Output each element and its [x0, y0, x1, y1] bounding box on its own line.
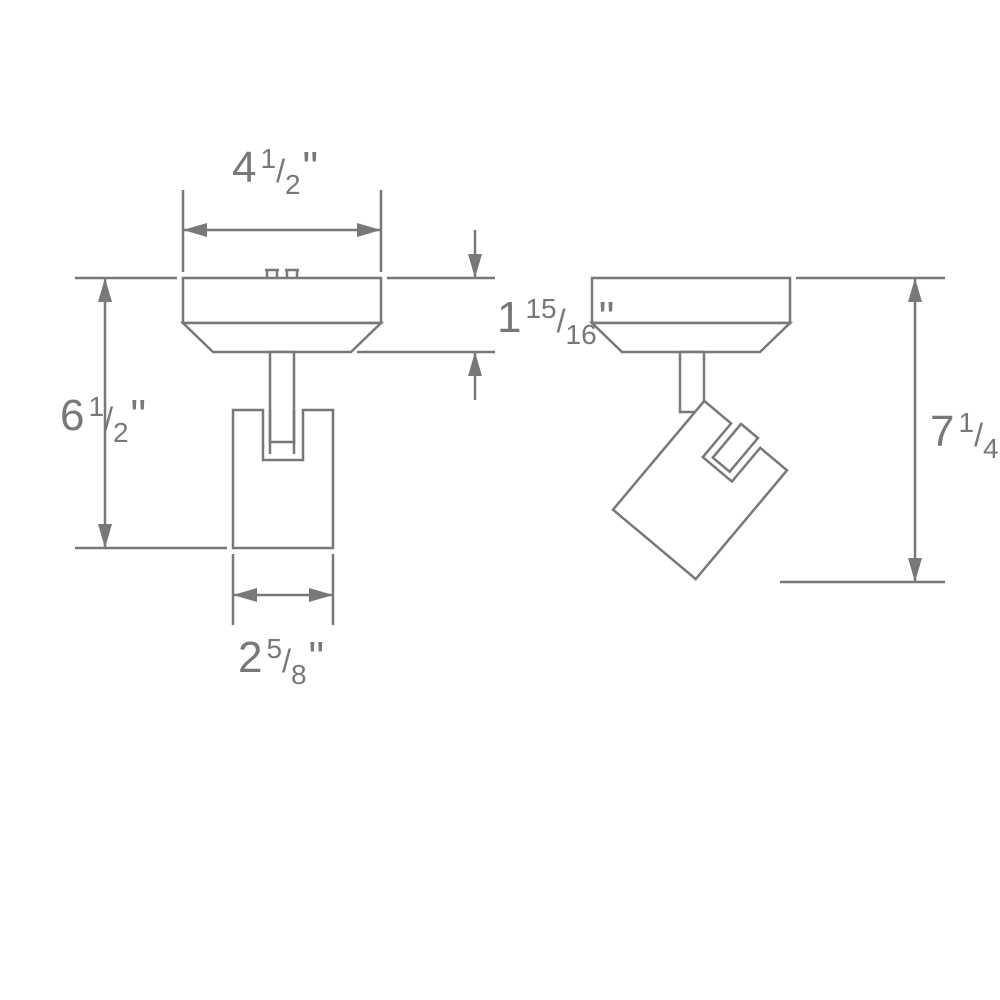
dimensional-diagram: 41/2"61/2"25/8"115/16"71/4": [0, 0, 1000, 1000]
side-canopy: [592, 278, 790, 323]
front-taper: [183, 323, 381, 352]
dim-label-left: 61/2": [60, 391, 146, 448]
dim-label-top: 41/2": [232, 143, 318, 200]
side-head-group: [613, 396, 791, 579]
side-taper: [592, 323, 790, 352]
front-canopy: [183, 278, 381, 323]
front-neck: [270, 352, 294, 442]
dim-label-right: 71/4": [930, 407, 1000, 464]
dim-label-bottom: 25/8": [238, 633, 324, 690]
side-neck: [680, 352, 704, 412]
